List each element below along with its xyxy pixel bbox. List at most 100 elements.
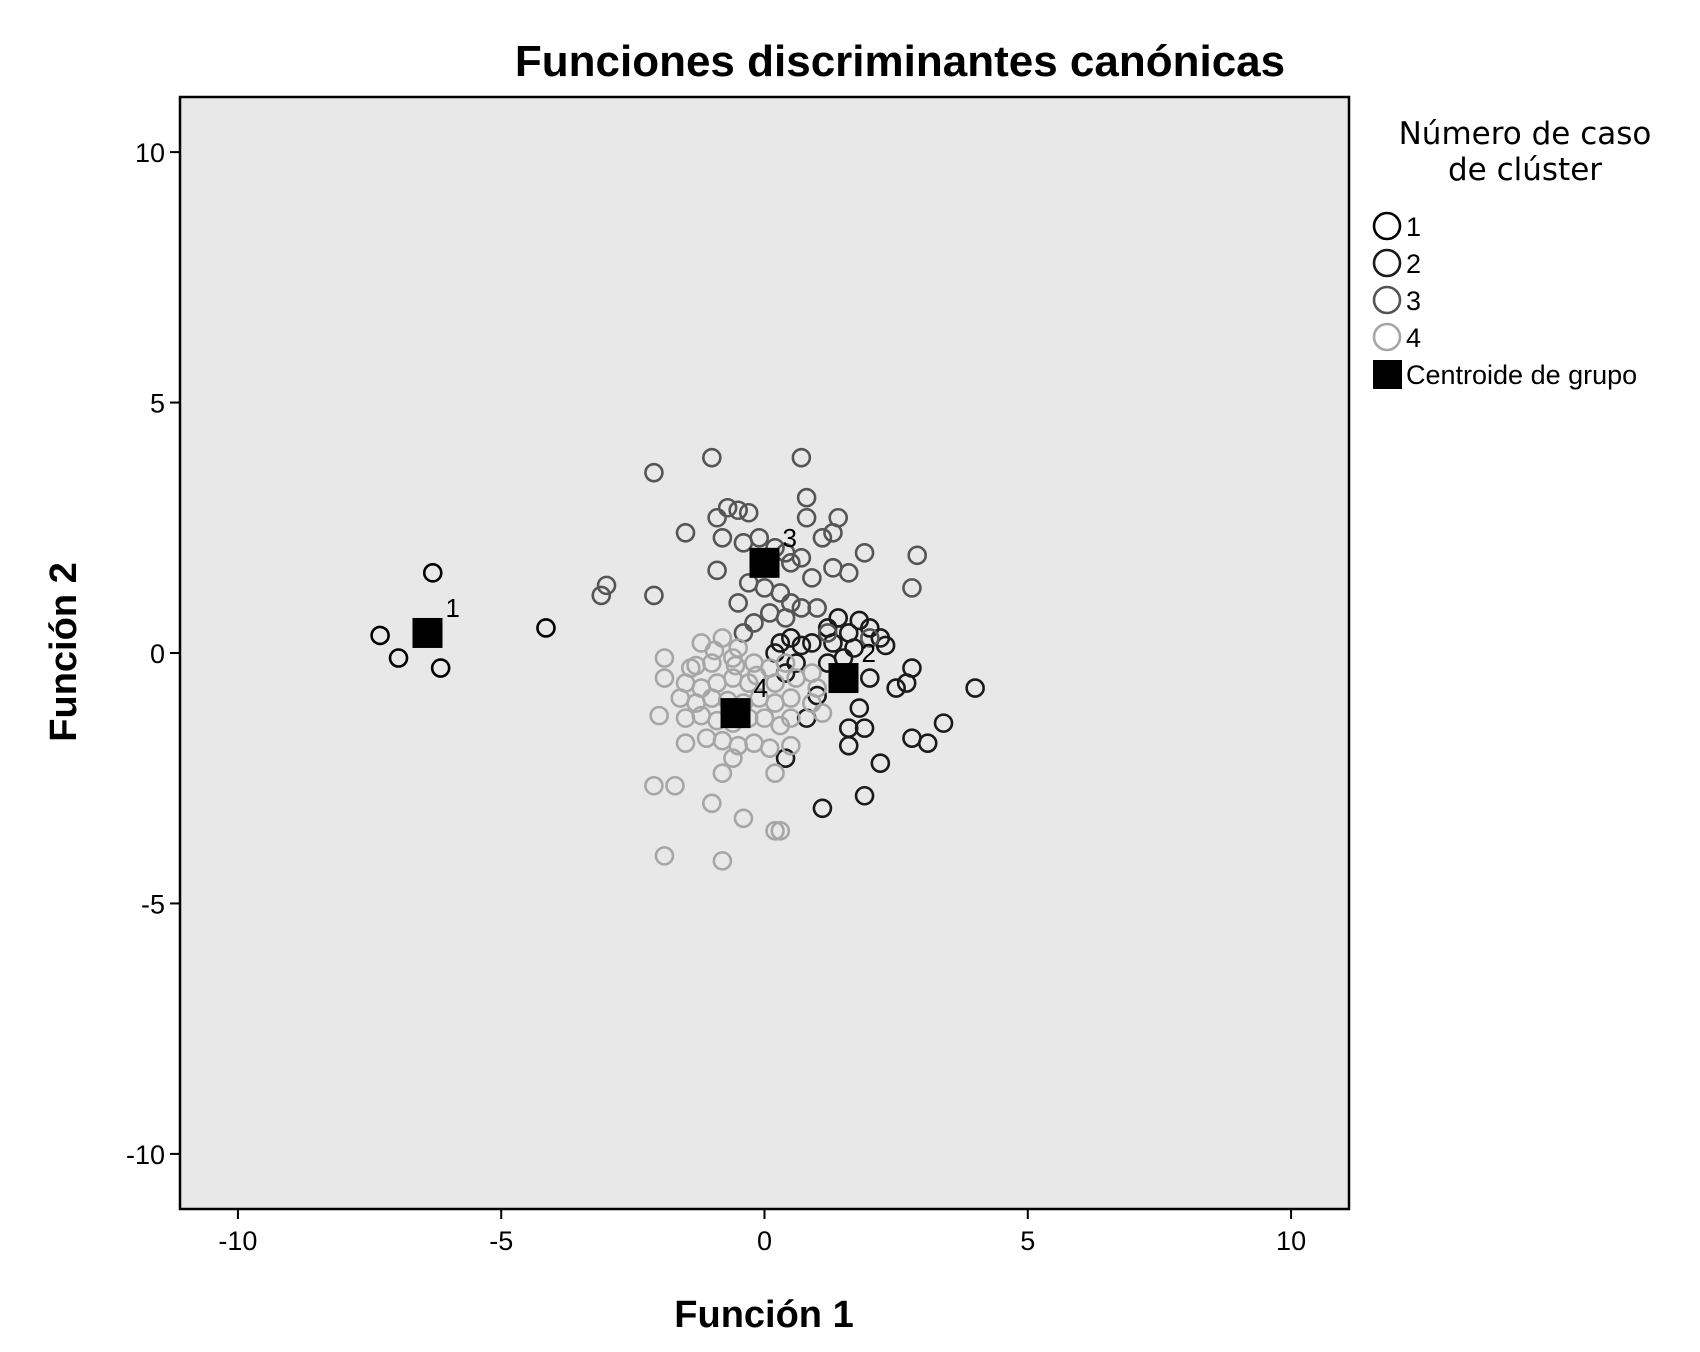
point-cluster-3-6 — [738, 502, 759, 523]
legend-marker-4 — [1372, 322, 1402, 352]
point-cluster-4-49 — [644, 775, 664, 796]
point-cluster-4-45 — [781, 735, 801, 756]
point-cluster-4-60 — [746, 665, 767, 686]
point-cluster-3-8 — [707, 507, 727, 528]
point-cluster-4-56 — [712, 851, 733, 871]
point-cluster-2-27 — [917, 733, 938, 753]
point-cluster-3-40 — [860, 628, 880, 648]
centroid-label-2: 2 — [861, 638, 875, 668]
point-cluster-2-10 — [875, 635, 896, 656]
point-cluster-4-30 — [649, 705, 669, 726]
point-cluster-2-15 — [860, 668, 880, 688]
legend-label-1: 1 — [1406, 212, 1421, 242]
centroid-label-1: 1 — [445, 593, 459, 623]
legend-marker-centroid — [1373, 360, 1402, 389]
point-cluster-2-24 — [854, 718, 875, 738]
point-cluster-3-13 — [749, 527, 770, 548]
point-cluster-3-39 — [817, 623, 838, 643]
point-cluster-3-19 — [781, 553, 801, 573]
point-cluster-3-33 — [591, 585, 612, 606]
y-tick-label-1: -5 — [141, 889, 165, 919]
point-cluster-3-36 — [744, 613, 764, 633]
y-axis-title: Función 2 — [43, 562, 85, 741]
legend-marker-2 — [1372, 248, 1402, 278]
point-cluster-4-57 — [686, 655, 706, 676]
centroid-3 — [749, 547, 780, 578]
point-cluster-3-20 — [791, 548, 812, 568]
legend: Número de caso de clúster 1 2 3 4 Centroide … — [1372, 116, 1652, 390]
legend-label-2: 2 — [1406, 249, 1421, 279]
point-cluster-2-11 — [844, 638, 864, 658]
point-cluster-2-22 — [849, 698, 870, 718]
point-cluster-2-2 — [791, 635, 812, 656]
x-tick-label-1: -5 — [489, 1226, 513, 1256]
point-cluster-4-17 — [765, 673, 785, 693]
centroid-1 — [412, 617, 443, 648]
point-cluster-4-44 — [759, 738, 780, 758]
centroid-label-3: 3 — [783, 523, 797, 553]
legend-label-centroid: Centroide de grupo — [1406, 360, 1637, 390]
x-tick-label-2: 0 — [757, 1226, 772, 1256]
point-cluster-2-29 — [775, 748, 796, 768]
point-cluster-4-27 — [781, 688, 801, 708]
point-cluster-2-31 — [854, 785, 875, 806]
point-cluster-4-48 — [765, 763, 785, 784]
point-cluster-3-0 — [702, 447, 722, 468]
points-layer — [370, 447, 985, 871]
point-cluster-3-11 — [712, 527, 733, 548]
point-cluster-4-46 — [723, 748, 743, 768]
point-cluster-4-51 — [702, 793, 722, 814]
y-axis: -10 -5 0 5 10 — [126, 138, 180, 1170]
point-cluster-4-9 — [775, 653, 796, 673]
point-cluster-2-25 — [933, 713, 954, 733]
point-cluster-4-28 — [802, 693, 822, 713]
centroid-2 — [828, 663, 859, 694]
point-cluster-3-9 — [796, 507, 817, 528]
centroid-4 — [720, 698, 751, 729]
point-cluster-4-29 — [812, 703, 833, 723]
legend-title-line-1: Número de caso — [1399, 116, 1652, 152]
point-cluster-4-47 — [712, 763, 733, 784]
point-cluster-2-5 — [828, 608, 849, 628]
point-cluster-3-35 — [728, 593, 748, 613]
y-tick-label-0: -10 — [126, 1140, 165, 1170]
point-cluster-3-29 — [807, 598, 827, 618]
point-cluster-3-43 — [802, 568, 822, 588]
point-cluster-4-39 — [675, 733, 696, 753]
point-cluster-3-30 — [907, 545, 928, 566]
point-cluster-4-38 — [781, 708, 801, 728]
point-cluster-2-16 — [886, 678, 906, 698]
point-cluster-4-52 — [733, 808, 754, 829]
x-tick-label-3: 5 — [1020, 1226, 1035, 1256]
point-cluster-1-0 — [422, 563, 443, 583]
legend-marker-3 — [1372, 285, 1402, 315]
point-cluster-4-3 — [654, 648, 675, 668]
point-cluster-2-19 — [965, 678, 985, 698]
legend-label-4: 4 — [1406, 323, 1421, 353]
legend-title-line-2: de clúster — [1448, 152, 1602, 188]
point-cluster-2-0 — [770, 633, 791, 653]
chart-title: Funciones discriminantes canónicas — [515, 37, 1285, 86]
point-cluster-1-2 — [388, 648, 409, 668]
point-cluster-2-8 — [860, 618, 880, 638]
point-cluster-2-3 — [802, 633, 822, 653]
centroid-label-4: 4 — [754, 673, 768, 703]
point-cluster-1-4 — [536, 618, 556, 638]
plot-area — [178, 95, 1351, 1211]
legend-marker-1 — [1372, 211, 1402, 241]
point-cluster-2-28 — [838, 735, 859, 756]
point-cluster-4-18 — [786, 668, 806, 688]
x-axis-title: Función 1 — [674, 1294, 853, 1336]
point-cluster-2-30 — [870, 753, 891, 773]
point-cluster-4-36 — [754, 708, 775, 728]
y-tick-label-3: 5 — [150, 389, 165, 419]
point-cluster-4-11 — [654, 668, 675, 688]
point-cluster-3-4 — [717, 497, 738, 518]
x-tick-label-0: -10 — [218, 1226, 257, 1256]
point-cluster-2-34 — [823, 633, 843, 653]
legend-label-3: 3 — [1406, 286, 1421, 316]
point-cluster-3-17 — [823, 522, 843, 543]
point-cluster-3-38 — [775, 608, 796, 628]
point-cluster-3-1 — [791, 447, 812, 468]
point-cluster-1-1 — [370, 625, 390, 646]
